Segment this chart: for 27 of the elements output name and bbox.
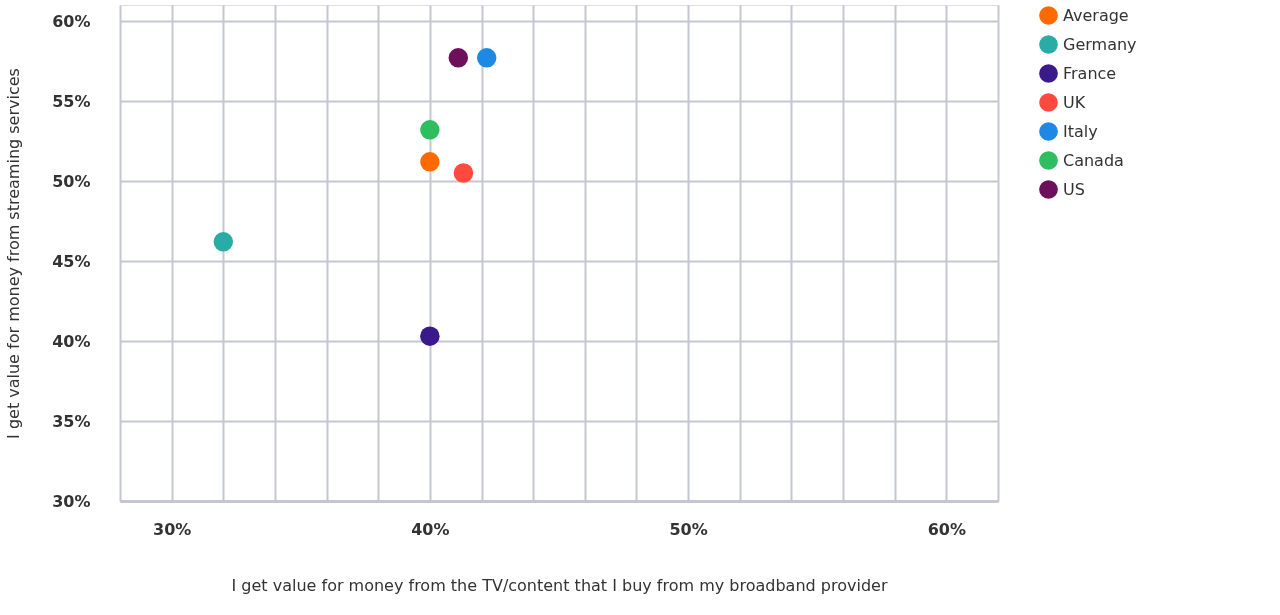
point (420, 120, 440, 140)
y-tick-label: 45% (52, 251, 91, 271)
y-tick-label: 55% (52, 91, 91, 111)
point (420, 152, 440, 172)
legend-label: France (1063, 63, 1117, 83)
legend-label: Germany (1063, 34, 1137, 54)
point (448, 48, 469, 68)
point (476, 48, 497, 68)
legend-label: Canada (1063, 150, 1124, 170)
y-tick-label: 50% (52, 171, 91, 191)
legend-label: Average (1063, 5, 1129, 25)
x-axis-title: I get value for money from the TV/content that I buy from my broadband provider (231, 575, 888, 595)
y-axis-title: I get value for money from streaming services (4, 68, 24, 439)
point (213, 232, 234, 252)
x-tick-label: 50% (669, 519, 708, 539)
point (420, 326, 440, 346)
legend-label: UK (1063, 92, 1086, 112)
y-tick-label: 60% (52, 11, 91, 31)
y-tick-label: 40% (52, 331, 91, 351)
legend-label: Italy (1063, 121, 1098, 141)
y-tick-label: 35% (52, 411, 91, 431)
point (453, 163, 474, 183)
x-tick-label: 40% (411, 519, 450, 539)
x-tick-label: 60% (927, 519, 966, 539)
x-tick-label: 30% (153, 519, 192, 539)
legend-label: US (1063, 179, 1085, 199)
y-tick-label: 30% (52, 491, 91, 511)
